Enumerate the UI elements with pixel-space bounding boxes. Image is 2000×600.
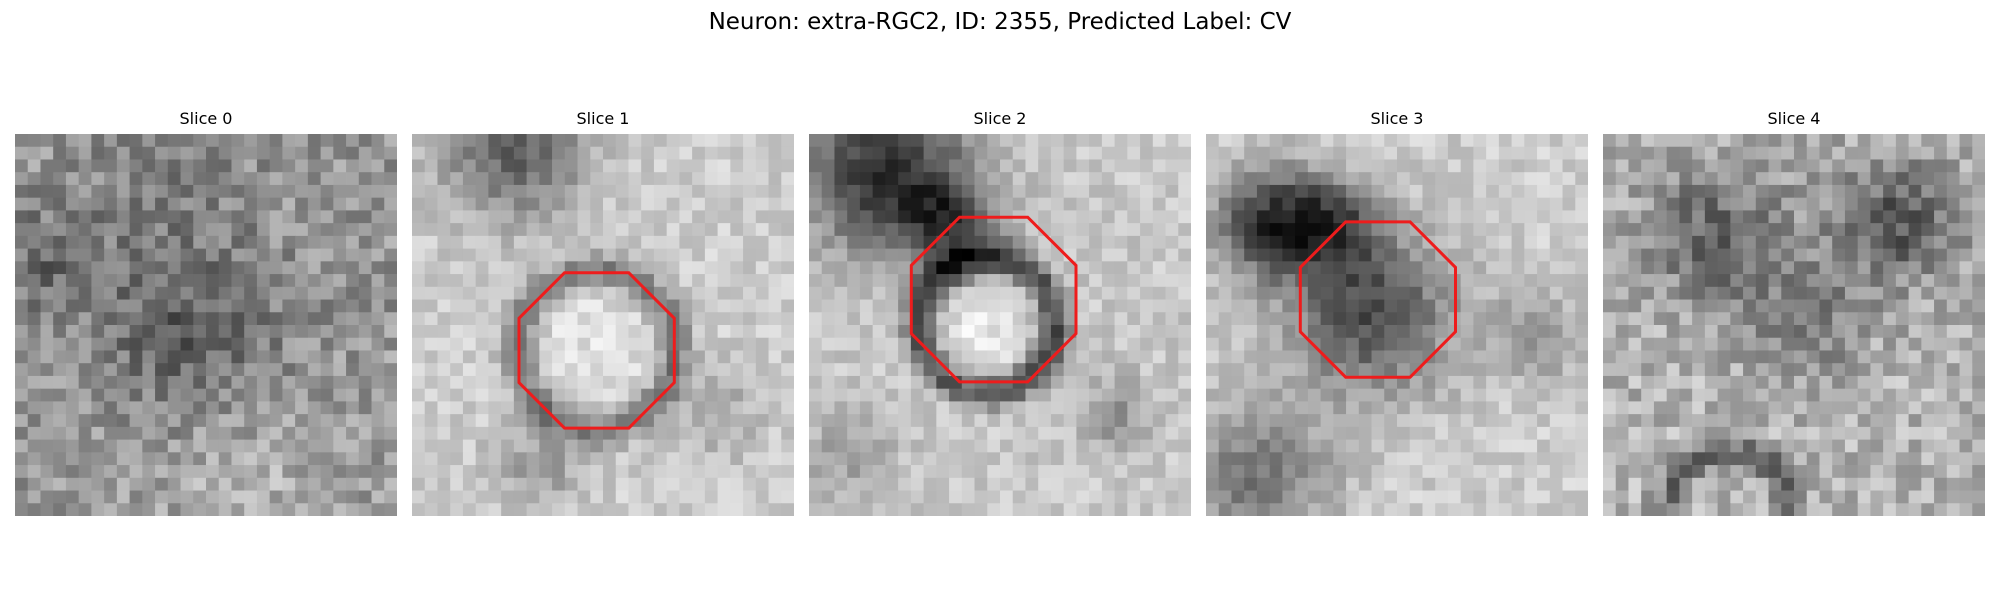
slice-0-pixel-grid	[15, 134, 397, 516]
slice-1-image	[412, 134, 794, 516]
slice-1-outline	[517, 271, 676, 430]
slice-4-pixel-grid	[1603, 134, 1985, 516]
slice-2-outline	[909, 215, 1078, 384]
slice-3-outline	[1298, 220, 1457, 379]
slice-3-pixel-grid	[1206, 134, 1588, 516]
slice-2-pixel-grid	[809, 134, 1191, 516]
slice-1-title: Slice 1	[576, 109, 630, 128]
slice-0-title: Slice 0	[179, 109, 233, 128]
slice-4-title: Slice 4	[1767, 109, 1821, 128]
slice-3-title: Slice 3	[1370, 109, 1424, 128]
slice-0-image	[15, 134, 397, 516]
slice-3-image	[1206, 134, 1588, 516]
slice-2-image	[809, 134, 1191, 516]
figure-title: Neuron: extra-RGC2, ID: 2355, Predicted …	[708, 9, 1292, 35]
slice-2-title: Slice 2	[973, 109, 1027, 128]
slice-4-image	[1603, 134, 1985, 516]
slice-1-pixel-grid	[412, 134, 794, 516]
